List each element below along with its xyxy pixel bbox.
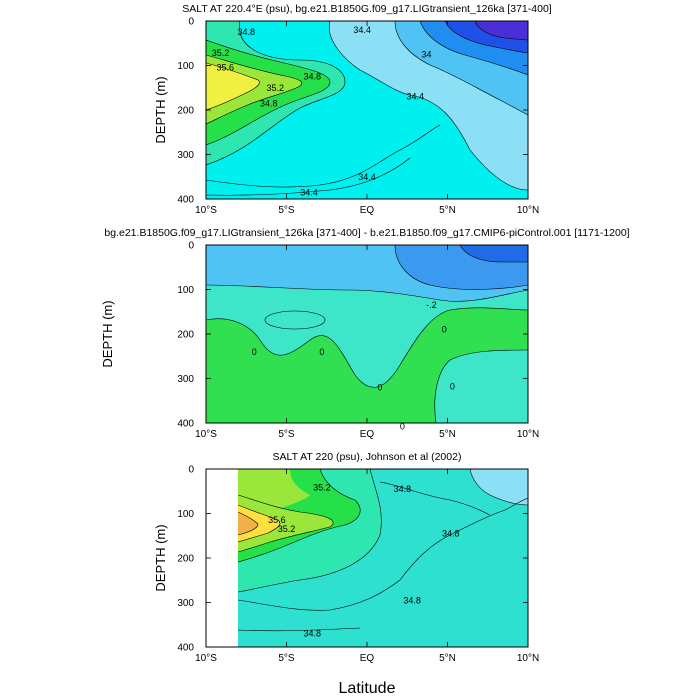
x-tick-label: EQ [360, 205, 375, 216]
y-tick-label: 200 [177, 330, 194, 341]
fill-35-4-obs [238, 495, 334, 552]
y-tick-label: 400 [177, 419, 194, 430]
contour-label: 35.2 [313, 483, 331, 493]
panel-3-title: SALT AT 220 (psu), Johnson et al (2002) [273, 451, 462, 463]
y-tick-label: 0 [188, 241, 194, 252]
x-tick-label: 10°S [195, 205, 217, 216]
y-tick-label: 200 [177, 554, 194, 565]
contour-label: 35.2 [212, 48, 230, 58]
x-axis-label: Latitude [339, 680, 396, 697]
panel-2: bg.e21.B1850G.f09_g17.LIGtransient_126ka… [100, 227, 630, 440]
contour-label: 35.2 [278, 524, 296, 534]
x-tick-label: EQ [360, 429, 375, 440]
x-tick-label: 10°N [517, 205, 539, 216]
x-tick-label: 10°S [195, 429, 217, 440]
contour-label: 0 [377, 382, 382, 392]
y-tick-label: 200 [177, 106, 194, 117]
panel-1: SALT AT 220.4°E (psu), bg.e21.B1850G.f09… [153, 3, 552, 216]
contour-label: 0 [319, 347, 324, 357]
fill-0-lower [434, 350, 528, 423]
y-tick-label: 300 [177, 150, 194, 161]
y-tick-label: 100 [177, 509, 194, 520]
contour-label: 34.8 [303, 629, 321, 639]
contour-label: 34.8 [403, 595, 421, 605]
fill-lt-neg-0-4 [460, 245, 528, 262]
y-tick-label: 400 [177, 643, 194, 654]
x-tick-label: 5°S [278, 205, 295, 216]
contour-label: 34.8 [303, 72, 321, 82]
panel-2-axes: 10°S 5°S EQ 5°N 10°N 0 100 200 300 400 [177, 241, 539, 441]
y-tick-label: 0 [188, 465, 194, 476]
panel-1-contours [206, 21, 528, 199]
x-tick-label: 10°N [517, 429, 539, 440]
contour-label: 34.4 [353, 25, 371, 35]
fill-0-blob [265, 311, 325, 329]
contour-label: 34.8 [237, 27, 255, 37]
contour-label: -.2 [426, 300, 437, 310]
contour-label: 34.8 [260, 98, 278, 108]
contour-label: 0 [400, 422, 405, 432]
panel-3-contours [237, 469, 528, 647]
contour-label: 34.4 [407, 92, 425, 102]
contour-label: 34.4 [358, 172, 376, 182]
panel-3: SALT AT 220 (psu), Johnson et al (2002) [153, 451, 539, 697]
fill-35-6 [206, 63, 260, 110]
fill-34-6-obs [470, 469, 528, 505]
y-tick-label: 300 [177, 374, 194, 385]
x-tick-label: 5°N [439, 653, 456, 664]
contour-label: 0 [442, 325, 447, 335]
x-tick-label: 10°S [195, 653, 217, 664]
contour-label: 35.6 [268, 515, 286, 525]
y-tick-label: 400 [177, 195, 194, 206]
x-tick-label: 5°S [278, 653, 295, 664]
x-tick-label: 5°N [439, 429, 456, 440]
panel-2-contours [206, 245, 528, 423]
x-tick-label: 5°S [278, 429, 295, 440]
x-tick-label: EQ [360, 653, 375, 664]
panel-2-contour-labels: -.2 0 0 0 0 0 0 [252, 300, 455, 431]
panel-1-contour-labels: 34.8 34.4 35.2 34 35.6 34.8 35.2 34.4 34.8 34.4 34… [212, 25, 432, 197]
contour-label: 34.8 [442, 529, 460, 539]
panel-2-title: bg.e21.B1850G.f09_g17.LIGtransient_126ka… [104, 227, 629, 239]
fill-35-6-obs [238, 505, 280, 542]
contour-label: 0 [252, 347, 257, 357]
panel-1-title: SALT AT 220.4°E (psu), bg.e21.B1850G.f09… [182, 3, 552, 15]
panel-3-nodata [206, 469, 238, 647]
contour-label: 34.4 [300, 187, 318, 197]
x-tick-label: 10°N [517, 653, 539, 664]
fill-lt34 [475, 21, 528, 40]
y-tick-label: 0 [188, 17, 194, 28]
contour-label: 34 [422, 49, 432, 59]
contour-label: 35.2 [266, 83, 284, 93]
contour-label: 34.8 [394, 484, 412, 494]
x-tick-label: 5°N [439, 205, 456, 216]
y-tick-label: 100 [177, 285, 194, 296]
panel-1-ylabel: DEPTH (m) [153, 76, 168, 143]
contour-label: 0 [450, 382, 455, 392]
panel-3-contour-labels: 35.2 34.835.635.2 34.834.834.8 [268, 483, 459, 639]
panel-2-ylabel: DEPTH (m) [100, 300, 115, 367]
panel-3-axes: 10°S 5°S EQ 5°N 10°N 0 100 200 300 400 [177, 465, 539, 665]
panel-3-ylabel: DEPTH (m) [153, 524, 168, 591]
fill-gt35-6-obs [238, 512, 258, 535]
panel-1-axes: 10°S 5°S EQ 5°N 10°N 0 100 200 300 400 [177, 17, 539, 217]
contour-label: 35.6 [217, 63, 235, 73]
y-tick-label: 300 [177, 598, 194, 609]
y-tick-label: 100 [177, 61, 194, 72]
